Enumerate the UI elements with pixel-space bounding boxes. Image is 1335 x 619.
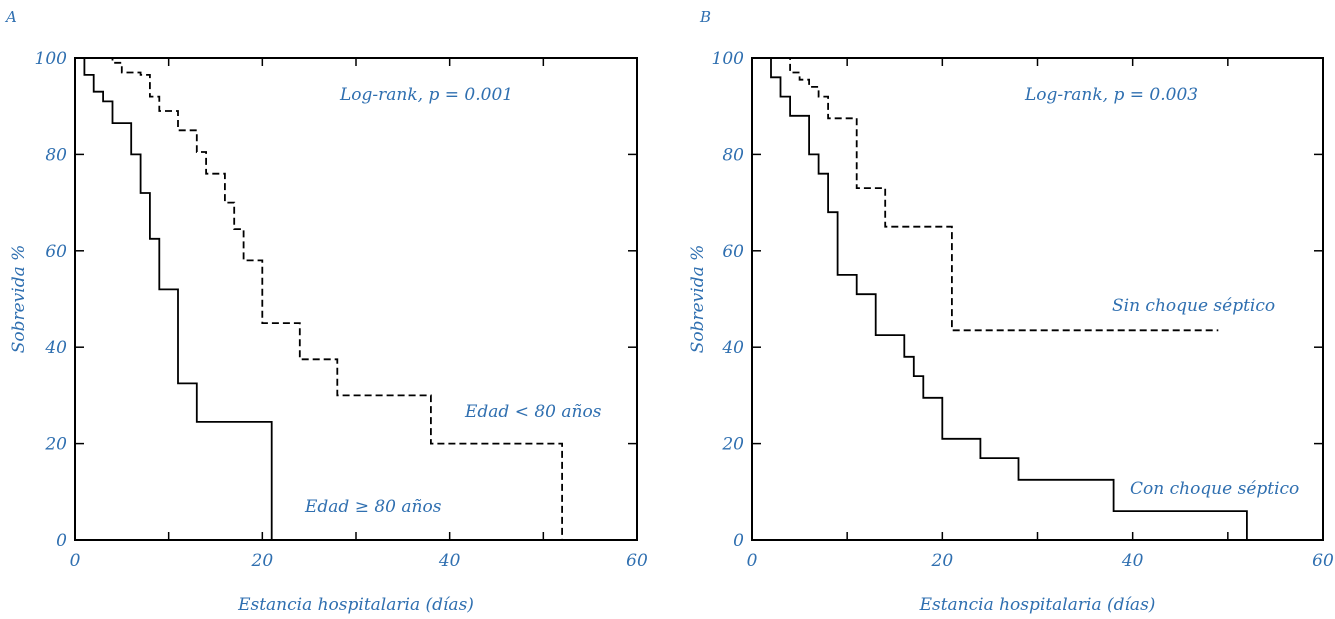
survival-curve-solid: [752, 57, 1248, 540]
x-tick-label: 40: [1121, 551, 1144, 571]
series-label: Edad < 80 años: [464, 402, 602, 422]
panel-letter: A: [4, 8, 17, 26]
chart-panel-a: A 0 20 40 60 80 100 0 20 40 60 Estancia hospitalari…: [4, 8, 648, 615]
log-rank-annotation: Log-rank, p = 0.003: [1024, 85, 1198, 105]
y-tick-label: 100: [35, 49, 68, 69]
x-tick-label: 0: [747, 551, 758, 571]
y-tick-label: 20: [721, 435, 744, 455]
x-tick-label: 20: [251, 551, 274, 571]
survival-curve-dashed: [752, 57, 1219, 332]
y-tick-label: 60: [722, 242, 744, 262]
series-label: Sin choque séptico: [1112, 296, 1275, 316]
y-tick-label: 40: [44, 338, 67, 358]
y-tick-label: 60: [45, 242, 67, 262]
x-tick-label: 60: [626, 551, 648, 571]
x-tick-label: 20: [931, 551, 954, 571]
x-tick-label: 60: [1312, 551, 1334, 571]
y-tick-label: 0: [56, 531, 67, 551]
y-axis-label: Sobrevida %: [688, 245, 708, 354]
x-tick-label: 0: [70, 551, 81, 571]
survival-curve-dashed: [75, 57, 563, 540]
y-tick-label: 80: [722, 145, 744, 165]
x-axis-label: Estancia hospitalaria (días): [919, 595, 1156, 614]
series-label: Edad ≥ 80 años: [304, 497, 442, 517]
y-tick-label: 40: [721, 338, 744, 358]
y-tick-label: 80: [45, 145, 67, 165]
plot-frame: [74, 57, 638, 541]
y-tick-label: 100: [712, 49, 745, 69]
x-tick-label: 40: [438, 551, 461, 571]
chart-panel-b: B 0 20 40 60 80 100 0 20 40 60 Estancia hospitalari…: [688, 8, 1334, 615]
log-rank-annotation: Log-rank, p = 0.001: [339, 85, 513, 105]
y-tick-label: 20: [44, 435, 67, 455]
y-axis-label: Sobrevida %: [9, 245, 29, 354]
panel-letter: B: [699, 8, 711, 26]
series-label: Con choque séptico: [1130, 479, 1299, 499]
y-tick-label: 0: [733, 531, 744, 551]
x-axis-label: Estancia hospitalaria (días): [237, 595, 474, 614]
survival-curve-solid: [75, 57, 273, 540]
